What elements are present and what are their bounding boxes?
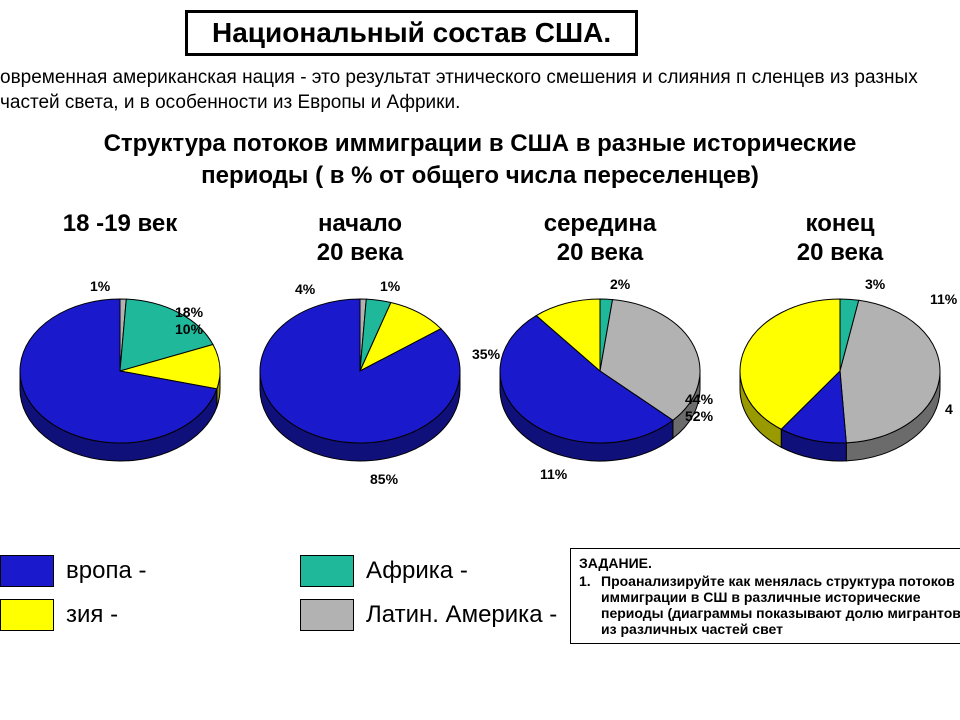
legend-africa-label: Африка - xyxy=(366,557,468,585)
legend-asia-label: зия - xyxy=(66,601,118,629)
pie-svg xyxy=(730,276,950,476)
pct-label: 85% xyxy=(370,471,398,487)
legend-europe-label: вропа - xyxy=(66,557,146,585)
subtitle-line2: периоды ( в % от общего числа переселенц… xyxy=(201,162,759,189)
pct-label: 35% xyxy=(472,346,500,362)
pct-label: 3% xyxy=(865,276,885,292)
swatch-europe xyxy=(0,555,54,587)
pct-label: 4% xyxy=(295,281,315,297)
pct-label: 44% xyxy=(685,391,713,407)
subtitle-line1: Структура потоков иммиграции в США в раз… xyxy=(104,130,857,157)
pct-label: 11% xyxy=(540,466,567,482)
intro-text: овременная американская нация - это резу… xyxy=(0,66,960,115)
chart-period-label: начало20 века xyxy=(240,210,480,270)
pie-chart: середина20 века2%35%44%52%11% xyxy=(480,210,720,486)
chart-period-label: 18 -19 век xyxy=(0,210,240,270)
pct-label: 10% xyxy=(175,321,203,337)
chart-period-label: середина20 века xyxy=(480,210,720,270)
pct-label: 52% xyxy=(685,408,713,424)
task-box: ЗАДАНИЕ. 1. Проанализируйте как менялась… xyxy=(570,548,960,644)
swatch-asia xyxy=(0,599,54,631)
pct-label: 2% xyxy=(610,276,630,292)
legend-europe: вропа - xyxy=(0,555,300,587)
swatch-latin xyxy=(300,599,354,631)
task-heading: ЗАДАНИЕ. xyxy=(579,555,960,571)
pie-chart: 18 -19 век 1% 18%10% xyxy=(0,210,240,486)
legend: вропа - Африка - зия - Латин. Америка - xyxy=(0,555,620,631)
pct-label: 1% xyxy=(90,278,110,294)
pie-wrap: 2%35%44%52%11% xyxy=(480,276,720,486)
charts-row: 18 -19 век 1% 18%10% начало20 века 4% 1% 85% се… xyxy=(0,210,960,486)
pct-label: 4 xyxy=(945,401,953,417)
pct-label: 11% xyxy=(930,291,957,307)
task-text: Проанализируйте как менялась структура п… xyxy=(601,573,960,637)
pie-svg xyxy=(490,276,710,476)
chart-period-label: конец20 века xyxy=(720,210,960,270)
pct-label: 18% xyxy=(175,304,203,320)
subtitle: Структура потоков иммиграции в США в раз… xyxy=(0,128,960,193)
pie-wrap: 4% 1% 85% xyxy=(240,276,480,486)
pie-wrap: 3% 11% 4 xyxy=(720,276,960,486)
pie-chart: конец20 века 3% 11% 4 xyxy=(720,210,960,486)
legend-asia: зия - xyxy=(0,599,300,631)
legend-latin-label: Латин. Америка - xyxy=(366,601,557,629)
pie-svg xyxy=(250,276,470,476)
page-title: Национальный состав США. xyxy=(185,10,638,56)
pie-wrap: 1% 18%10% xyxy=(0,276,240,486)
pct-label: 1% xyxy=(380,278,400,294)
task-number: 1. xyxy=(579,573,601,637)
pie-chart: начало20 века 4% 1% 85% xyxy=(240,210,480,486)
swatch-africa xyxy=(300,555,354,587)
